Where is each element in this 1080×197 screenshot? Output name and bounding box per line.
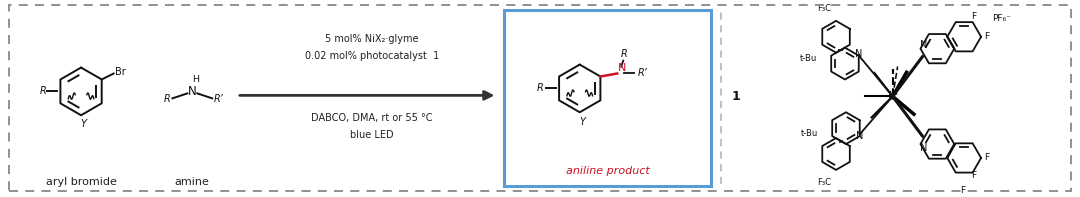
Text: F: F (984, 153, 989, 163)
Text: Br: Br (114, 67, 125, 76)
Text: N: N (618, 62, 626, 72)
Text: F₃C: F₃C (818, 4, 832, 13)
Text: 5 mol% NiX₂·glyme: 5 mol% NiX₂·glyme (325, 34, 419, 44)
Text: F: F (984, 32, 989, 41)
Text: DABCO, DMA, rt or 55 °C: DABCO, DMA, rt or 55 °C (311, 113, 433, 123)
Text: N: N (188, 85, 197, 98)
Text: N: N (920, 143, 927, 153)
Text: N: N (856, 131, 864, 141)
Text: R: R (621, 49, 627, 59)
Text: F: F (960, 186, 964, 195)
Text: Y: Y (580, 117, 585, 127)
Text: R: R (40, 86, 46, 96)
Text: 1: 1 (731, 90, 740, 103)
Text: F: F (972, 12, 976, 21)
Text: R: R (537, 83, 544, 93)
Text: R: R (164, 94, 171, 104)
Text: 0.02 mol% photocatalyst  1: 0.02 mol% photocatalyst 1 (305, 51, 440, 61)
Text: Ir: Ir (888, 90, 897, 103)
Text: PF₆⁻: PF₆⁻ (993, 14, 1011, 23)
Text: N: N (855, 49, 863, 59)
Text: aniline product: aniline product (566, 166, 649, 176)
Text: t-Bu: t-Bu (800, 54, 818, 63)
Text: t-Bu: t-Bu (801, 129, 819, 138)
Text: F₃C: F₃C (818, 178, 832, 187)
Text: blue LED: blue LED (350, 130, 394, 140)
Text: F: F (972, 171, 976, 180)
Text: H: H (192, 75, 199, 84)
Text: amine: amine (175, 177, 210, 187)
Text: aryl bromide: aryl bromide (45, 177, 117, 187)
Text: R’: R’ (214, 94, 224, 104)
Text: N: N (920, 40, 927, 50)
Text: Y: Y (80, 119, 86, 129)
Text: R’: R’ (638, 68, 648, 77)
